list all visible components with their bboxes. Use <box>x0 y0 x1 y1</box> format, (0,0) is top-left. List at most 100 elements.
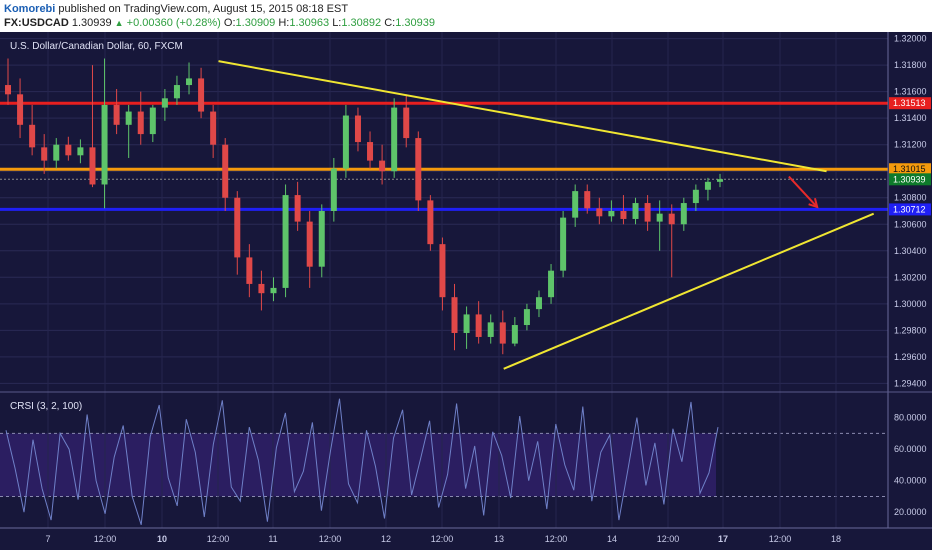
symbol-label[interactable]: FX:USDCAD <box>4 17 69 29</box>
y-tick-label: 1.29600 <box>894 352 927 362</box>
candle-body <box>717 179 723 182</box>
candle-body <box>560 217 567 271</box>
x-tick-label: 18 <box>831 534 841 544</box>
candle-body <box>644 203 651 222</box>
candle-body <box>668 213 675 225</box>
candle-body <box>258 283 265 294</box>
candle-body <box>548 270 555 298</box>
x-tick-label: 12:00 <box>94 534 117 544</box>
candle-body <box>5 85 11 95</box>
candle-body <box>511 325 518 344</box>
crsi-line <box>5 398 719 525</box>
last-price: 1.30939 <box>71 17 112 29</box>
candle-body <box>535 297 542 310</box>
x-tick-label: 12:00 <box>319 534 342 544</box>
x-tick-label: 17 <box>718 534 728 544</box>
level-tag <box>889 173 931 186</box>
candle-body <box>137 111 144 135</box>
y-tick-label: 1.31600 <box>894 87 927 97</box>
x-tick-label: 12:00 <box>431 534 454 544</box>
crsi-y-tick-label: 20.0000 <box>894 507 927 517</box>
candle-body <box>270 287 277 294</box>
close-value: 1.30939 <box>395 17 435 29</box>
candle-body <box>354 115 361 143</box>
up-arrow-icon: ▲ <box>114 18 124 28</box>
candle-body <box>487 322 494 337</box>
y-tick-label: 1.31800 <box>894 60 927 70</box>
candle-body <box>656 213 663 222</box>
candle-body <box>330 168 337 211</box>
x-tick-label: 10 <box>157 534 167 544</box>
candle-body <box>439 244 446 298</box>
candle-body <box>463 314 470 333</box>
price-change: +0.00360 (+0.28%) <box>126 17 221 29</box>
candle-body <box>608 211 615 217</box>
level-tag <box>889 203 931 216</box>
level-tag-label: 1.30939 <box>893 174 926 184</box>
price-chart[interactable]: 1.32000 1.31800 1.31600 1.31400 1.31200 1.310… <box>0 32 932 550</box>
trendlines-group <box>218 60 875 370</box>
candle-body <box>415 138 422 201</box>
crsi-y-tick-label: 40.0000 <box>894 476 927 486</box>
candle-body <box>620 211 627 219</box>
y-tick-label: 1.31400 <box>894 113 927 123</box>
open-label: O: <box>223 17 236 29</box>
open-value: 1.30909 <box>235 17 276 29</box>
candle-body <box>584 191 591 209</box>
candle-body <box>572 191 579 218</box>
chart-title: U.S. Dollar/Canadian Dollar, 60, FXCM <box>10 41 183 52</box>
high-value: 1.30963 <box>289 17 330 29</box>
level-tag <box>889 97 931 110</box>
candle-body <box>149 107 156 135</box>
low-label: L: <box>332 17 342 29</box>
level-tag-label: 1.30712 <box>893 204 926 214</box>
author-link[interactable]: Komorebi <box>4 3 56 15</box>
publish-line: Komorebi published on TradingView.com, A… <box>4 3 348 15</box>
y-tick-label: 1.30200 <box>894 272 927 282</box>
x-tick-label: 12:00 <box>207 534 230 544</box>
y-tick-label: 1.29400 <box>894 378 927 388</box>
x-tick-label: 12:00 <box>545 534 568 544</box>
level-tag-label: 1.31015 <box>893 164 926 174</box>
projection-arrow-head <box>808 198 819 209</box>
level-tag-label: 1.31513 <box>893 98 926 108</box>
candle-body <box>318 211 325 267</box>
candle-body <box>125 111 132 125</box>
level-tag <box>889 163 931 176</box>
candle-body <box>692 189 699 204</box>
x-tick-label: 12:00 <box>657 534 680 544</box>
candle-body <box>367 142 374 161</box>
candle-body <box>391 107 398 172</box>
crsi-band-fill <box>0 433 716 497</box>
candle-body <box>632 203 639 219</box>
candle-body <box>210 111 217 145</box>
candle-body <box>680 203 687 225</box>
candle-body <box>523 309 530 326</box>
candle-body <box>704 181 711 190</box>
crsi-line-group <box>5 398 719 525</box>
y-tick-label: 1.30000 <box>894 299 927 309</box>
crsi-y-tick-label: 60.0000 <box>894 444 927 454</box>
candle-body <box>222 144 229 198</box>
crsi-band-group <box>0 432 888 497</box>
candle-body <box>596 208 603 217</box>
trendline <box>218 60 827 173</box>
y-tick-label: 1.30600 <box>894 219 927 229</box>
x-tick-label: 13 <box>494 534 504 544</box>
crsi-y-tick-label: 80.0000 <box>894 413 927 423</box>
chart-header: Komorebi published on TradingView.com, A… <box>0 0 932 32</box>
low-value: 1.30892 <box>341 17 382 29</box>
x-tick-label: 14 <box>607 534 617 544</box>
candle-body <box>53 144 60 161</box>
candle-body <box>282 195 289 288</box>
candle-body <box>403 107 410 139</box>
crsi-title: CRSI (3, 2, 100) <box>10 401 82 412</box>
y-tick-label: 1.31200 <box>894 140 927 150</box>
axes-group: 1.32000 1.31800 1.31600 1.31400 1.31200 1.310… <box>0 32 932 544</box>
x-tick-label: 12:00 <box>769 534 792 544</box>
candle-body <box>173 85 180 99</box>
candle-body <box>29 124 36 148</box>
candle-body <box>186 78 193 86</box>
y-tick-label: 1.32000 <box>894 34 927 44</box>
x-tick-label: 11 <box>268 534 277 544</box>
